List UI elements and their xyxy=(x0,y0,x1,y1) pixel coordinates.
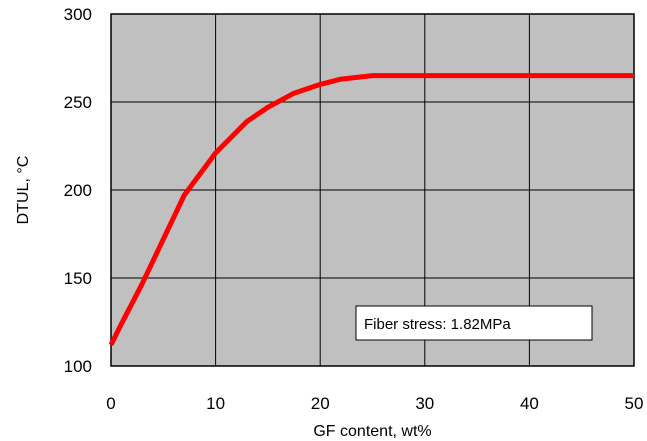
y-axis-ticks: 100 150 200 250 300 xyxy=(64,5,92,376)
y-tick-label: 300 xyxy=(64,5,92,24)
x-tick-label: 20 xyxy=(311,394,330,413)
plot-frame xyxy=(110,13,635,367)
x-tick-label: 0 xyxy=(106,394,115,413)
y-axis-title: DTUL, °C xyxy=(15,156,32,225)
y-tick-label: 200 xyxy=(64,181,92,200)
annotation-box: Fiber stress: 1.82MPa xyxy=(355,305,593,341)
x-tick-label: 40 xyxy=(520,394,539,413)
y-tick-label: 100 xyxy=(64,357,92,376)
x-axis-ticks: 0 10 20 30 40 50 xyxy=(106,394,643,413)
series-line-dtul xyxy=(108,73,634,347)
x-tick-label: 10 xyxy=(206,394,225,413)
annotation-label: Fiber stress: 1.82MPa xyxy=(364,316,511,333)
series-layer xyxy=(108,73,634,347)
y-tick-label: 250 xyxy=(64,93,92,112)
grid-lines xyxy=(111,14,634,366)
annotation-frame xyxy=(355,305,593,341)
x-tick-label: 50 xyxy=(625,394,644,413)
x-tick-label: 30 xyxy=(415,394,434,413)
x-axis-title: GF content, wt% xyxy=(313,423,431,440)
y-tick-label: 150 xyxy=(64,269,92,288)
